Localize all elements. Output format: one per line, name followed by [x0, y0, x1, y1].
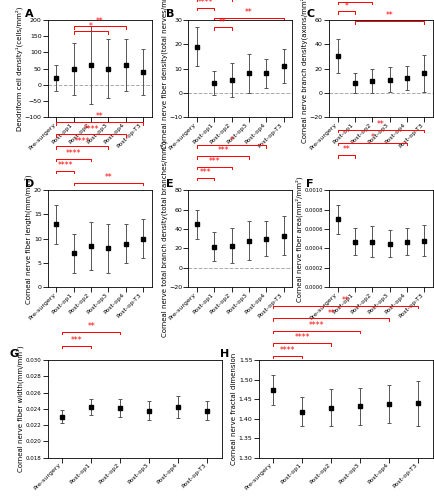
Text: ****: **** [66, 149, 81, 158]
Text: H: H [220, 350, 229, 360]
Y-axis label: Corneal nerve fractal dimension: Corneal nerve fractal dimension [231, 353, 237, 465]
Y-axis label: Corneal nerve total branch density(total branches/mm²): Corneal nerve total branch density(total… [160, 140, 167, 337]
Text: *: * [89, 22, 93, 30]
Text: **: ** [244, 8, 252, 17]
Text: *: * [344, 2, 348, 11]
Text: **: ** [95, 112, 103, 122]
Text: ***: *** [71, 336, 82, 345]
Text: **: ** [95, 17, 103, 26]
Text: ***: *** [200, 168, 211, 177]
Y-axis label: Dendriform cell density¹(cells/mm²): Dendriform cell density¹(cells/mm²) [16, 6, 23, 131]
Text: **: ** [376, 120, 384, 129]
Text: ****: **** [279, 346, 295, 355]
Text: A: A [25, 9, 33, 19]
Text: *: * [229, 136, 233, 144]
Text: **: ** [104, 173, 112, 182]
Text: ****: **** [197, 0, 213, 7]
Text: **: ** [87, 322, 95, 331]
Y-axis label: Corneal nerve fiber area(mm²/mm²): Corneal nerve fiber area(mm²/mm²) [295, 176, 302, 302]
Y-axis label: Corneal nerve fiber density(total nerves/mm²): Corneal nerve fiber density(total nerves… [160, 0, 168, 149]
Text: ****: **** [83, 124, 99, 134]
Text: ***: *** [217, 146, 228, 156]
Y-axis label: Corneal nerve branch density(axons/mm²): Corneal nerve branch density(axons/mm²) [300, 0, 308, 142]
Text: G: G [10, 350, 19, 360]
Text: **: ** [342, 146, 349, 154]
Text: C: C [306, 9, 314, 19]
Text: F: F [306, 179, 313, 189]
Text: ****: **** [294, 334, 309, 342]
Text: **: ** [327, 308, 334, 318]
Text: **: ** [385, 12, 393, 20]
Y-axis label: Corneal nerve fiber width(mm/mm²): Corneal nerve fiber width(mm/mm²) [17, 346, 24, 472]
Text: ***: *** [208, 157, 220, 166]
Text: ****: **** [75, 136, 90, 145]
Text: **: ** [341, 296, 349, 305]
Text: B: B [165, 9, 174, 19]
Text: ****: **** [308, 321, 324, 330]
Text: ****: **** [346, 0, 362, 1]
Y-axis label: Corneal nerve fiber length(mm/mm²): Corneal nerve fiber length(mm/mm²) [25, 174, 32, 304]
Text: *: * [369, 133, 373, 142]
Text: ****: **** [57, 161, 73, 170]
Text: D: D [25, 179, 34, 189]
Text: E: E [165, 179, 173, 189]
Text: **: ** [219, 18, 227, 26]
